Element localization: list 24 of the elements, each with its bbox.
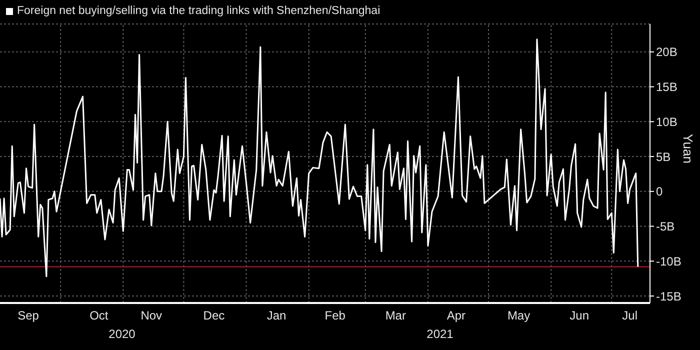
x-tick-label: Nov — [140, 308, 162, 323]
x-tick-label: Oct — [90, 308, 109, 323]
y-tick-label: 15B — [656, 80, 678, 94]
x-tick-label: Dec — [203, 308, 225, 323]
text: 2020 — [108, 327, 136, 341]
y-tick-label: 10B — [656, 114, 678, 129]
text: 2021 — [426, 327, 454, 341]
x-tick-label: Feb — [324, 308, 346, 323]
x-tick-label: Jul — [622, 308, 638, 323]
y-tick-label: -10B — [656, 254, 682, 268]
y-tick-label: -5B — [656, 220, 675, 234]
y-tick-label: 0 — [656, 184, 663, 199]
x-tick-label: Jan — [266, 308, 286, 323]
x-tick-label: Mar — [385, 308, 406, 323]
chart-title: Foreign net buying/selling via the trading links with Shenzhen/Shanghai — [17, 5, 380, 17]
y-tick-label: -15B — [656, 289, 682, 304]
y-tick-label: 5B — [656, 150, 671, 164]
y-axis-title: Yuan — [680, 134, 696, 164]
x-tick-label: Apr — [446, 308, 466, 323]
y-tick-label: 20B — [656, 45, 678, 60]
x-tick-label: May — [507, 308, 530, 323]
x-tick-label: Jun — [570, 308, 590, 323]
line-series — [0, 38, 639, 278]
x-tick-label: Sep — [18, 308, 40, 323]
